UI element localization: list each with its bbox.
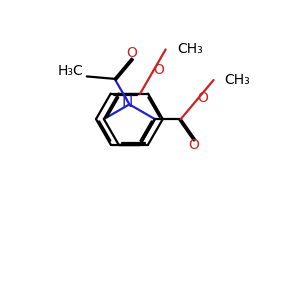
Text: CH₃: CH₃ — [225, 73, 250, 87]
Text: O: O — [197, 91, 208, 105]
Text: CH₃: CH₃ — [177, 43, 202, 56]
Text: O: O — [126, 46, 137, 60]
Text: H₃C: H₃C — [58, 64, 83, 78]
Text: O: O — [153, 63, 164, 77]
Text: O: O — [188, 138, 199, 152]
Text: N: N — [121, 95, 133, 110]
